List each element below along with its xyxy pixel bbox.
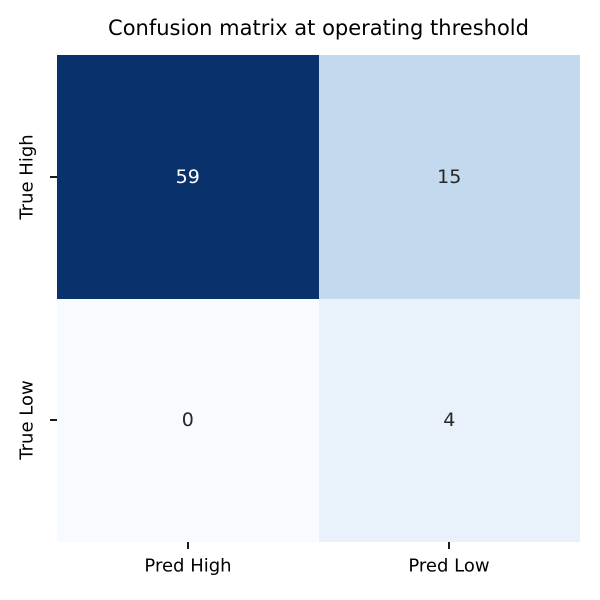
cell-value: 4	[443, 409, 456, 432]
x-axis-tick-label-pred-high: Pred High	[144, 555, 232, 577]
heatmap-cell-true-high-pred-high: 59	[57, 55, 319, 299]
y-axis-tick-mark	[50, 176, 57, 178]
x-axis-tick-mark	[187, 542, 189, 549]
heatmap-cell-true-low-pred-high: 0	[57, 298, 319, 542]
y-axis-tick-label-true-low: True Low	[16, 380, 38, 460]
x-axis-tick-mark	[448, 542, 450, 549]
y-axis-tick-label-true-high: True High	[16, 134, 38, 220]
cell-value: 59	[175, 165, 200, 188]
cell-value: 0	[181, 409, 194, 432]
heatmap-cell-true-low-pred-low: 4	[318, 298, 580, 542]
y-axis-tick-mark	[50, 419, 57, 421]
chart-title: Confusion matrix at operating threshold	[108, 16, 529, 40]
heatmap-grid: 59 15 0 4	[57, 55, 580, 542]
x-axis-tick-label-pred-low: Pred Low	[408, 555, 490, 577]
heatmap-cell-true-high-pred-low: 15	[318, 55, 580, 299]
cell-value: 15	[437, 165, 462, 188]
